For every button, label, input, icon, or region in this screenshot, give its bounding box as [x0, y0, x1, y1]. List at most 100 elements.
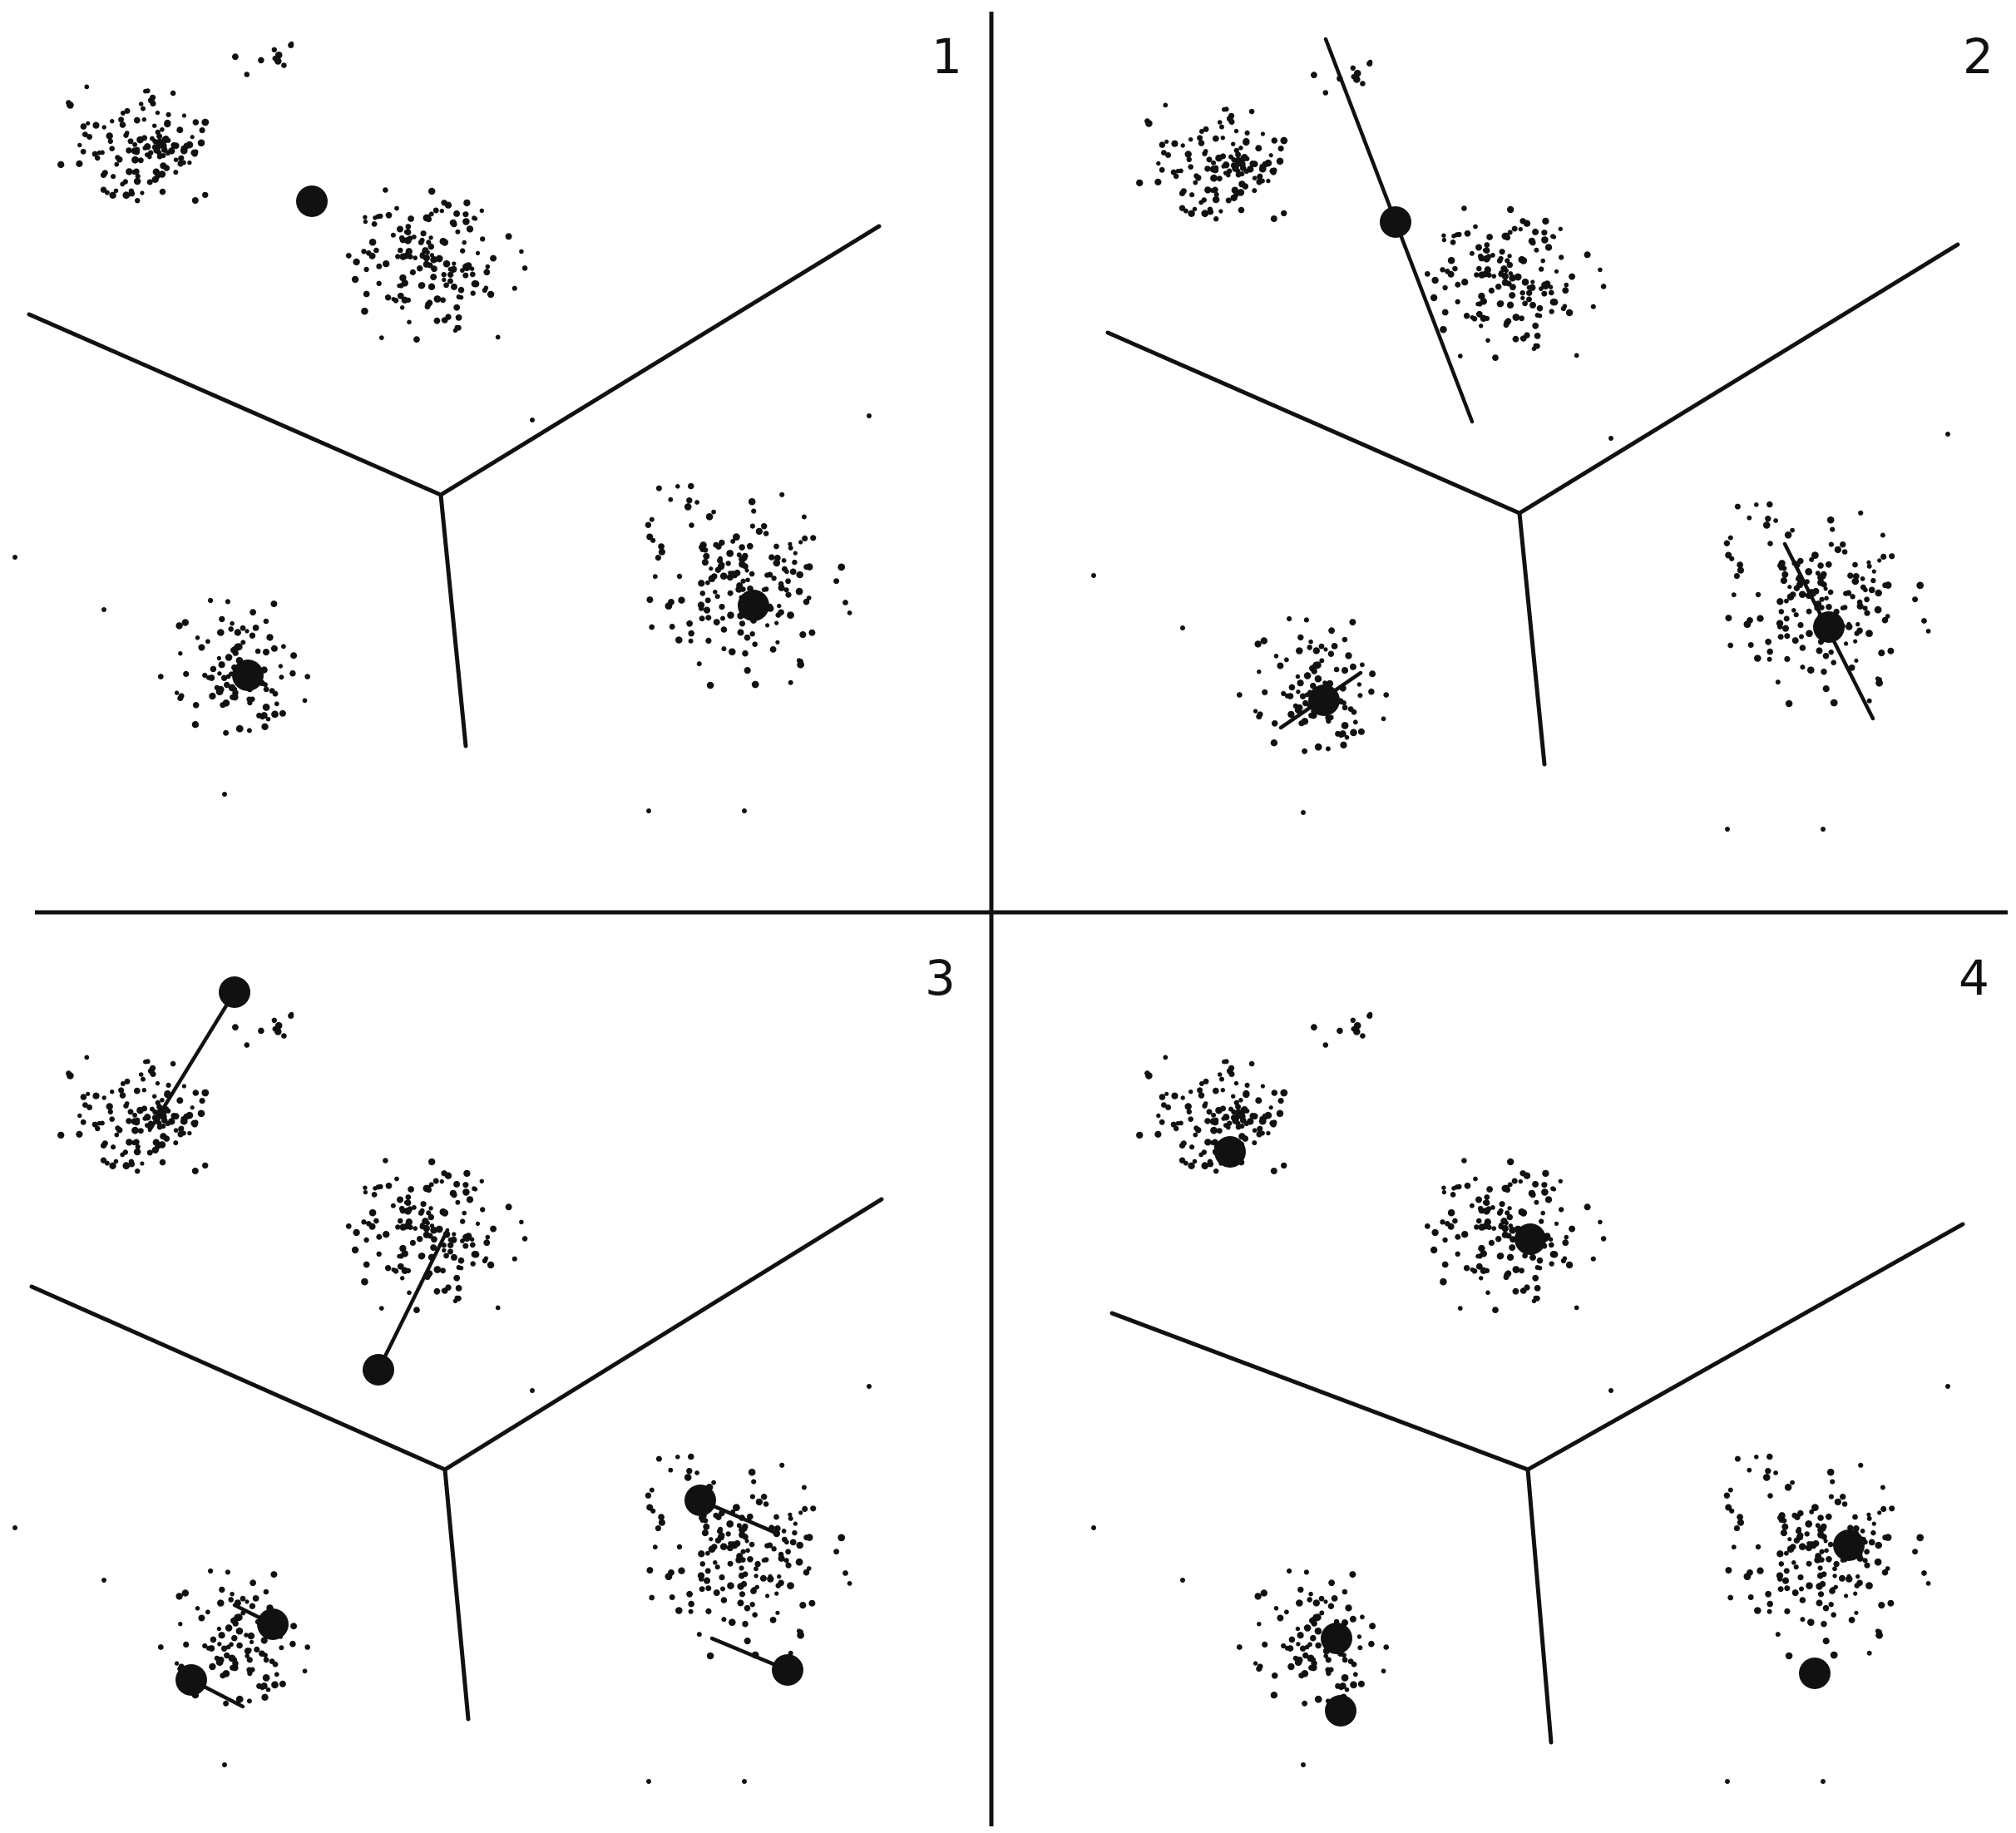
data-point	[799, 1602, 807, 1609]
data-point	[1455, 1233, 1461, 1240]
data-point	[1826, 1468, 1835, 1476]
data-point	[1178, 168, 1183, 174]
data-point	[118, 116, 125, 123]
data-point	[699, 1586, 705, 1593]
data-point	[250, 1667, 255, 1672]
data-point	[1257, 1622, 1262, 1627]
data-point	[1532, 1274, 1539, 1282]
data-point	[104, 190, 110, 195]
data-point	[457, 1257, 465, 1264]
data-point	[443, 1252, 449, 1259]
data-point	[1800, 1617, 1806, 1623]
data-point	[1335, 730, 1342, 737]
data-point	[431, 1236, 437, 1243]
data-point	[456, 1265, 462, 1270]
data-point	[166, 111, 171, 117]
data-point	[126, 168, 133, 175]
data-point	[1312, 1599, 1320, 1607]
data-point	[92, 121, 100, 129]
data-point	[736, 552, 742, 558]
data-point	[1778, 1561, 1785, 1567]
data-point	[1461, 1231, 1469, 1238]
data-point	[245, 1599, 250, 1604]
data-point	[1480, 298, 1487, 305]
data-point	[801, 514, 807, 520]
data-point	[1819, 1549, 1825, 1554]
data-point	[1463, 313, 1470, 319]
data-point	[1506, 261, 1514, 269]
data-point	[1824, 595, 1829, 601]
data-point	[1509, 274, 1516, 282]
data-point	[1311, 1657, 1317, 1663]
data-point	[447, 278, 453, 284]
data-point	[228, 626, 235, 632]
data-point	[1831, 1612, 1836, 1618]
data-point	[191, 1168, 199, 1174]
data-point	[198, 1614, 205, 1622]
data-point	[1737, 1519, 1744, 1526]
data-point	[1322, 680, 1327, 685]
data-point	[122, 191, 131, 200]
data-point	[703, 606, 711, 614]
data-point	[1165, 1104, 1172, 1110]
data-point	[1841, 549, 1848, 555]
data-point	[1781, 625, 1790, 632]
data-point	[1767, 1493, 1773, 1499]
data-point	[783, 1558, 789, 1564]
data-point	[1349, 619, 1356, 626]
data-point	[1383, 692, 1389, 698]
data-point	[224, 681, 230, 689]
data-point	[1206, 156, 1213, 163]
data-point	[675, 1607, 683, 1614]
data-point	[733, 1504, 740, 1511]
data-point	[752, 641, 758, 647]
data-point	[1461, 205, 1467, 211]
data-point	[110, 1089, 115, 1094]
data-point	[778, 609, 784, 616]
data-point	[739, 1565, 744, 1571]
data-point	[260, 1682, 268, 1690]
data-point	[445, 314, 452, 320]
data-point	[1440, 267, 1445, 273]
data-point	[120, 1152, 126, 1158]
data-point	[187, 160, 192, 166]
data-point	[505, 1203, 512, 1211]
data-point	[432, 207, 439, 214]
centroid	[1833, 1529, 1865, 1561]
data-point	[452, 261, 457, 266]
data-point	[220, 1645, 228, 1652]
data-point	[1809, 556, 1815, 562]
boundary-left	[1105, 330, 1522, 516]
data-point	[1302, 1652, 1309, 1659]
data-point	[799, 631, 807, 639]
data-point	[1791, 1560, 1796, 1565]
data-point	[706, 681, 714, 689]
data-point	[1480, 314, 1487, 322]
data-point	[754, 1574, 758, 1579]
data-point	[1874, 1558, 1882, 1566]
data-point	[1248, 108, 1255, 115]
data-point	[802, 1505, 808, 1512]
data-point	[191, 721, 200, 729]
data-point	[363, 219, 368, 225]
data-point	[147, 96, 155, 104]
data-point	[736, 1553, 744, 1560]
data-point	[1882, 582, 1889, 589]
data-point	[1238, 206, 1245, 214]
data-point	[1799, 645, 1806, 651]
data-point	[272, 690, 279, 697]
data-point	[530, 417, 535, 422]
data-point	[1253, 709, 1258, 714]
data-point	[1163, 1055, 1169, 1060]
data-point	[1295, 705, 1302, 713]
data-point	[1534, 1265, 1540, 1270]
data-point	[1528, 237, 1536, 245]
data-point	[1184, 151, 1192, 158]
data-point	[1478, 271, 1485, 279]
data-point	[1281, 210, 1287, 217]
data-point	[738, 1572, 745, 1579]
data-point	[240, 640, 246, 645]
data-point	[390, 232, 396, 238]
data-point	[270, 600, 278, 608]
data-point	[1204, 186, 1212, 194]
